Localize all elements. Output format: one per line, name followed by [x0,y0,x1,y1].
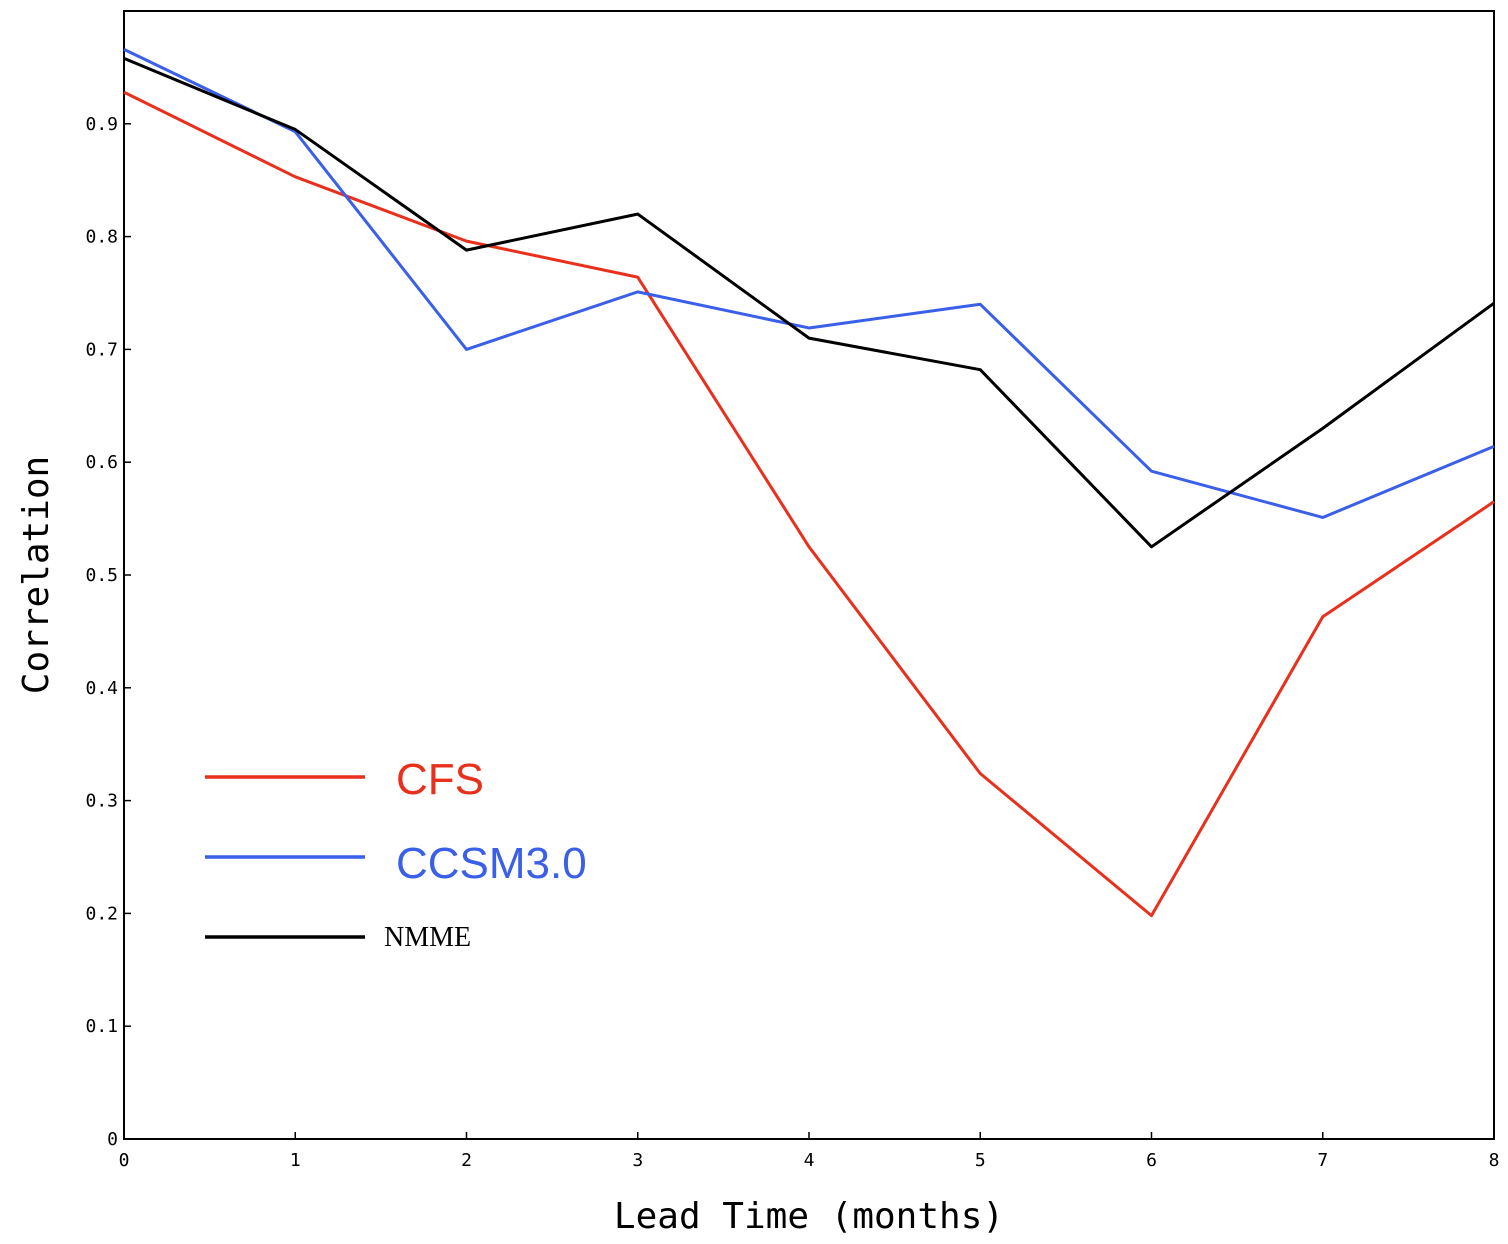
series-line-ccsm3-0 [123,48,1495,519]
x-tick-label: 3 [632,1150,643,1171]
x-tick-label: 4 [804,1150,815,1171]
y-tick-label: 0.5 [85,565,118,586]
legend-label-nmme: NMME [384,922,471,953]
series-line-cfs [123,90,1495,918]
y-tick-label: 0.2 [85,903,118,924]
legend-label-ccsm3: CCSM3.0 [396,839,587,888]
y-axis-ticks: 0 0.1 0.2 0.3 0.4 0.5 0.6 0.7 0.8 0.9 [85,114,131,1150]
y-tick-label: 0.3 [85,791,118,812]
x-tick-label: 6 [1146,1150,1157,1171]
y-tick-label: 0.4 [85,678,118,699]
x-axis-ticks: 0 1 2 3 4 5 6 7 8 [119,1132,1500,1171]
x-axis-title: Lead Time (months) [614,1196,1004,1237]
series-line-nmme [123,56,1495,549]
plot-frame [123,10,1495,1140]
y-axis-title: Correlation [16,456,57,694]
x-tick-label: 0 [119,1150,130,1171]
x-tick-label: 1 [290,1150,301,1171]
y-tick-label: 0.8 [85,227,118,248]
legend: CFS CCSM3.0 NMME [205,755,587,953]
y-tick-label: 0 [107,1129,118,1150]
x-tick-label: 7 [1317,1150,1328,1171]
x-tick-label: 5 [975,1150,986,1171]
x-tick-label: 2 [461,1150,472,1171]
x-tick-label: 8 [1489,1150,1500,1171]
legend-label-cfs: CFS [396,755,484,804]
y-tick-label: 0.6 [85,452,118,473]
y-tick-label: 0.1 [85,1016,118,1037]
y-tick-label: 0.9 [85,114,118,135]
series-lines [123,48,1495,918]
y-tick-label: 0.7 [85,339,118,360]
